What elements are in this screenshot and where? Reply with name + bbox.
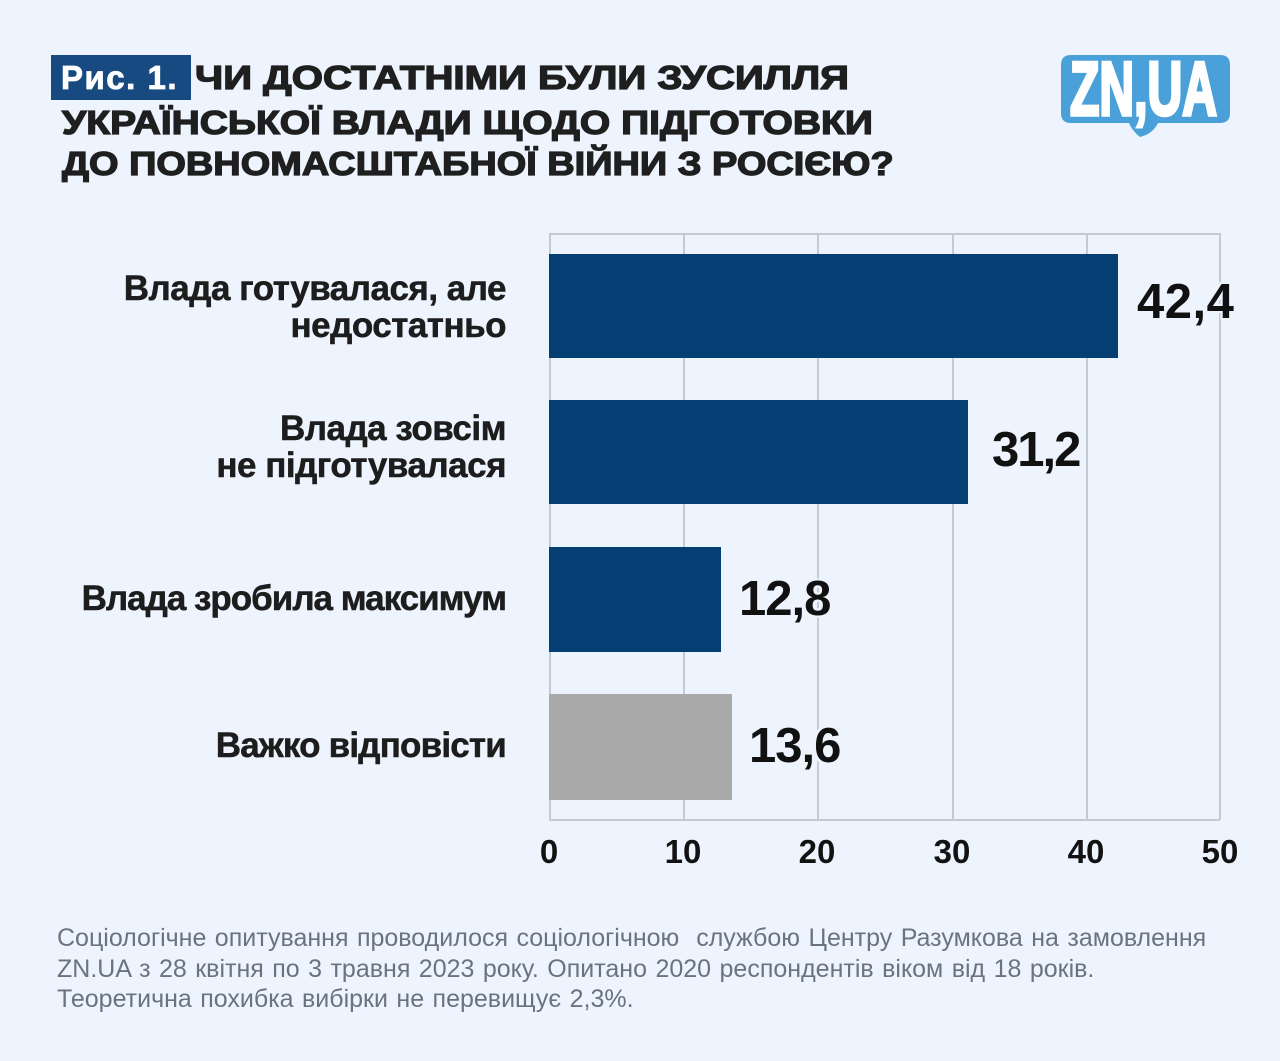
svg-text:ZN,UA: ZN,UA (1070, 47, 1217, 132)
